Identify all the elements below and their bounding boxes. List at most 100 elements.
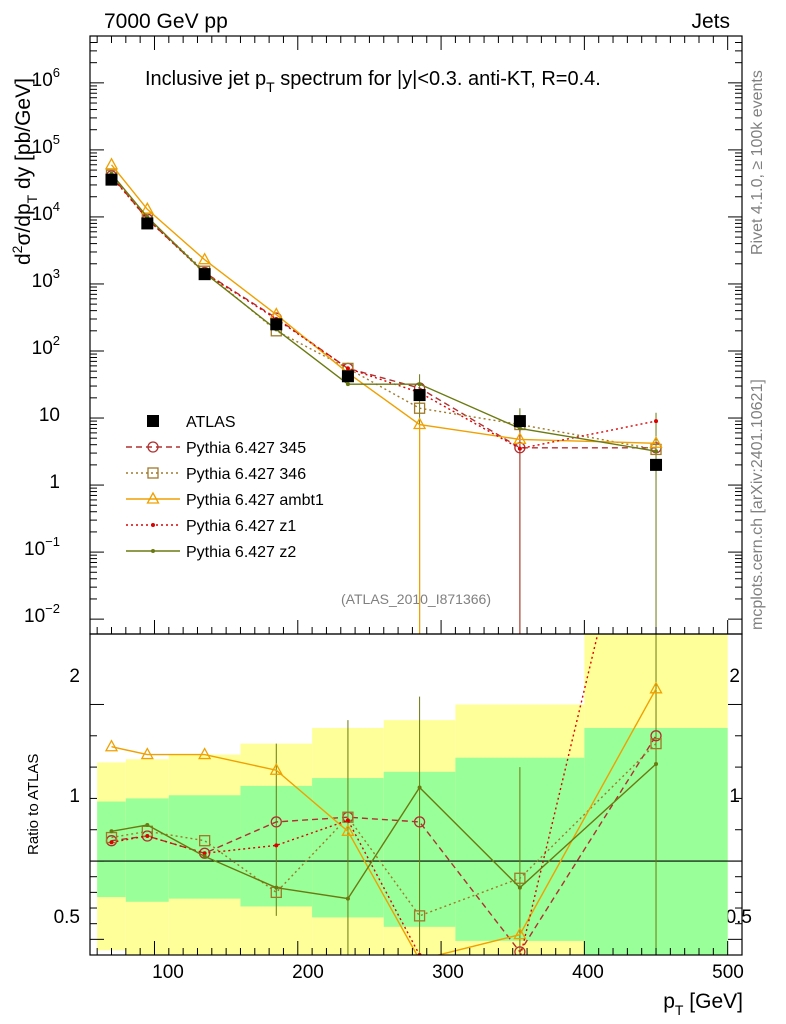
series-line	[111, 634, 599, 955]
legend-label: ATLAS	[186, 414, 236, 431]
data-point	[269, 762, 283, 775]
data-point	[274, 885, 279, 890]
main-ytick-label: 105	[32, 132, 60, 158]
data-point	[650, 458, 663, 471]
data-point	[650, 443, 662, 456]
main-ytick-label: 104	[32, 199, 60, 225]
rivet-label: Rivet 4.1.0, ≥ 100k events	[749, 70, 766, 255]
data-point	[413, 402, 426, 414]
data-point	[140, 201, 154, 214]
series-line	[110, 175, 657, 449]
data-point	[151, 549, 155, 553]
data-point	[417, 382, 422, 387]
xtick-label: 200	[292, 962, 324, 983]
legend-label: Pythia 6.427 z1	[186, 518, 296, 535]
series-line	[110, 176, 657, 450]
data-point	[270, 318, 283, 331]
band-inner	[168, 795, 241, 899]
data-point	[341, 370, 354, 383]
data-point	[654, 389, 658, 393]
data-point	[413, 910, 426, 922]
main-ytick-label: 1	[49, 472, 60, 493]
main-ytick-label: 106	[32, 65, 60, 91]
legend-label: Pythia 6.427 ambt1	[186, 492, 324, 509]
data-point	[649, 435, 663, 448]
series-line	[111, 735, 657, 954]
data-point	[345, 896, 350, 901]
chart-title: Inclusive jet pT spectrum for |y|<0.3. a…	[145, 68, 601, 95]
ratio-plot-area	[104, 389, 663, 960]
data-point	[147, 441, 159, 453]
data-point	[109, 829, 114, 834]
data-point	[198, 835, 211, 847]
main-ytick-label: 10	[39, 405, 60, 426]
xtick-label: 300	[432, 962, 464, 983]
data-point	[650, 730, 662, 742]
ratio-ytick-label: 1	[69, 786, 80, 807]
data-point	[654, 419, 659, 424]
header-right: Jets	[691, 10, 730, 33]
data-point	[654, 761, 659, 766]
data-point	[202, 854, 207, 859]
data-point	[513, 415, 526, 428]
main-ylabel: d2σ/dpT dy [pb/GeV]	[9, 78, 40, 265]
data-point	[513, 432, 527, 445]
data-point	[345, 366, 350, 371]
data-point	[345, 382, 350, 387]
band-inner	[97, 801, 126, 898]
xtick-label: 500	[712, 962, 744, 983]
data-point	[518, 956, 522, 960]
ratio-ytick-label: 0.5	[54, 907, 80, 928]
ratio-ytick-label-right: 1	[729, 786, 740, 807]
series-line	[110, 174, 657, 451]
data-point	[202, 851, 207, 856]
data-point	[151, 523, 155, 527]
data-point	[140, 747, 154, 760]
data-point	[513, 927, 527, 940]
ratio-ytick-label: 2	[69, 666, 80, 687]
data-point	[104, 157, 119, 170]
data-point	[145, 823, 150, 828]
data-point	[413, 389, 426, 402]
analysis-id: (ATLAS_2010_I871366)	[341, 591, 491, 607]
data-point	[654, 449, 659, 454]
main-ytick-label: 10−1	[24, 534, 60, 560]
data-point	[109, 840, 114, 845]
main-ytick-label: 102	[32, 333, 60, 359]
band-inner	[125, 798, 169, 902]
data-point	[274, 843, 279, 848]
data-point	[649, 681, 663, 694]
series-line	[111, 763, 657, 900]
data-point	[147, 467, 159, 479]
series-line	[111, 688, 657, 955]
data-point	[341, 823, 355, 836]
data-point	[105, 173, 118, 186]
data-point	[270, 816, 282, 828]
series-line	[110, 173, 657, 452]
data-point	[147, 415, 159, 427]
main-axis: 10−2 10−1 1 10 102 103 104 105 106	[24, 65, 60, 627]
legend: ATLAS Pythia 6.427 345 Pythia 6.427 346 …	[126, 414, 324, 561]
legend-label: Pythia 6.427 z2	[186, 544, 296, 561]
main-plot-area	[104, 157, 663, 634]
axes-frame	[89, 35, 743, 956]
header-left: 7000 GeV pp	[104, 10, 228, 33]
data-point	[198, 268, 211, 281]
data-point	[517, 446, 522, 451]
mcplots-url: mcplots.cern.ch [arXiv:2401.10621]	[749, 379, 766, 630]
series-line	[111, 743, 657, 917]
data-point	[413, 816, 426, 828]
ratio-ylabel: Ratio to ATLAS	[25, 754, 42, 855]
legend-label: Pythia 6.427 345	[186, 440, 306, 457]
data-point	[517, 885, 522, 890]
ratio-ytick-label-right: 0.5	[726, 907, 752, 928]
data-point	[650, 737, 662, 750]
series-line	[110, 164, 657, 444]
ratio-axis: 0.5 1 2 0.5 1 2 100 200 300 400 500	[54, 666, 752, 983]
data-point	[417, 785, 422, 790]
ratio-ytick-label-right: 2	[729, 666, 740, 687]
data-point	[146, 491, 160, 504]
data-point	[141, 217, 154, 230]
data-point	[198, 747, 212, 760]
